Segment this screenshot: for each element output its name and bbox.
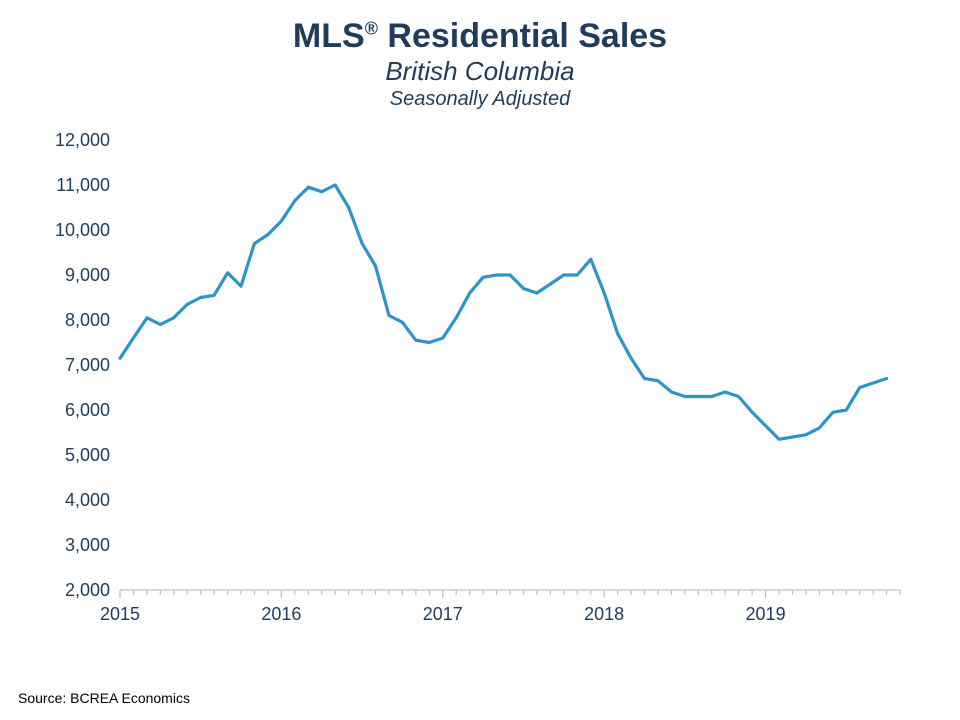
y-tick-label: 8,000 (65, 310, 110, 330)
x-tick-label: 2018 (584, 604, 624, 624)
y-tick-label: 11,000 (56, 175, 110, 195)
line-chart-svg: 2,000 3,000 4,000 5,000 6,000 7,000 8,000 9,000… (40, 130, 920, 650)
chart-page: MLS® Residential Sales British Columbia … (0, 0, 960, 720)
y-tick-label: 5,000 (65, 445, 110, 465)
y-tick-label: 3,000 (65, 535, 110, 555)
chart-area: 2,000 3,000 4,000 5,000 6,000 7,000 8,000 9,000… (40, 130, 920, 650)
chart-subtitle2: Seasonally Adjusted (0, 88, 960, 110)
chart-title: MLS® Residential Sales (0, 18, 960, 55)
x-tick-label: 2016 (261, 604, 301, 624)
y-tick-label: 7,000 (65, 355, 110, 375)
y-tick-label: 4,000 (65, 490, 110, 510)
y-tick-label: 2,000 (65, 580, 110, 600)
y-tick-label: 10,000 (55, 220, 110, 240)
x-tick-label: 2015 (100, 604, 140, 624)
x-tick-label: 2019 (746, 604, 786, 624)
source-label: Source: BCREA Economics (18, 690, 190, 706)
chart-subtitle: British Columbia (0, 57, 960, 86)
title-block: MLS® Residential Sales British Columbia … (0, 0, 960, 110)
y-tick-label: 6,000 (65, 400, 110, 420)
x-tick-label: 2017 (423, 604, 463, 624)
y-tick-label: 12,000 (55, 130, 110, 150)
y-tick-label: 9,000 (65, 265, 110, 285)
sales-line (120, 185, 887, 439)
